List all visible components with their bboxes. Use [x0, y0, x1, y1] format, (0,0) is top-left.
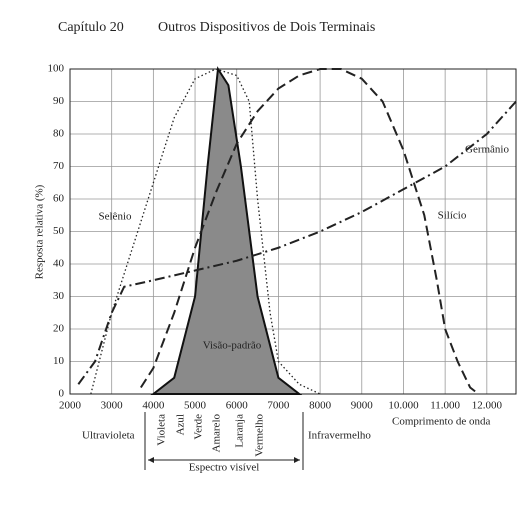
x-tick-label: 9000 — [351, 400, 374, 412]
y-tick-label: 0 — [59, 388, 65, 400]
series-label: Selênio — [99, 211, 132, 223]
color-label: Violeta — [156, 414, 168, 446]
y-tick-label: 10 — [53, 355, 65, 367]
y-tick-label: 40 — [53, 258, 65, 270]
series-label: Germânio — [465, 144, 509, 156]
y-tick-label: 80 — [53, 128, 65, 140]
x-tick-label: 11.000 — [430, 400, 460, 412]
axis-title: Comprimento de onda — [392, 416, 490, 428]
y-tick-label: 90 — [53, 95, 65, 107]
region-label: Infravermelho — [308, 430, 371, 442]
x-tick-label: 8000 — [309, 400, 332, 412]
y-tick-label: 100 — [48, 63, 65, 75]
x-tick-label: 2000 — [59, 400, 82, 412]
color-label: Vermelho — [254, 414, 266, 457]
x-tick-label: 4000 — [142, 400, 165, 412]
x-tick-label: 5000 — [184, 400, 207, 412]
series-line — [150, 66, 303, 395]
series-label: Silício — [438, 210, 467, 222]
chapter: Capítulo 20 — [58, 20, 124, 35]
y-tick-label: 30 — [53, 290, 65, 302]
x-tick-label: 6000 — [226, 400, 249, 412]
color-label: Amarelo — [211, 414, 223, 453]
color-label: Laranja — [234, 414, 246, 448]
series-label: Visão-padrão — [203, 340, 262, 352]
y-axis-label: Resposta relativa (%) — [34, 184, 46, 279]
y-tick-label: 70 — [53, 160, 65, 172]
x-tick-label: 3000 — [101, 400, 124, 412]
y-tick-label: 60 — [53, 193, 65, 205]
page-title: Outros Dispositivos de Dois Terminais — [158, 20, 375, 35]
spectrum-label: Espectro visível — [189, 462, 260, 474]
color-label: Verde — [193, 414, 205, 440]
x-tick-label: 7000 — [267, 400, 290, 412]
x-tick-label: 10.000 — [388, 400, 419, 412]
series-line — [140, 68, 480, 395]
y-tick-label: 50 — [53, 225, 65, 237]
series-line — [77, 100, 517, 385]
color-label: Azul — [175, 414, 187, 435]
region-label: Ultravioleta — [82, 430, 135, 442]
y-tick-label: 20 — [53, 323, 65, 335]
x-tick-label: 12.000 — [472, 400, 503, 412]
